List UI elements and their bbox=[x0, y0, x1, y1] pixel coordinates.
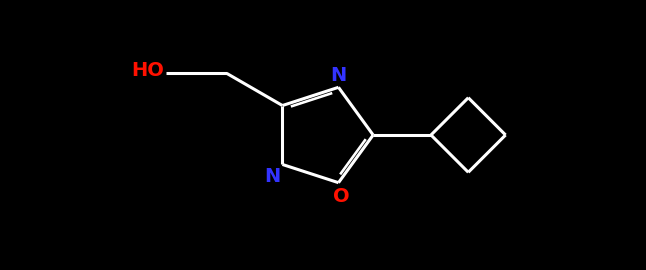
Text: HO: HO bbox=[131, 61, 164, 80]
Text: N: N bbox=[265, 167, 281, 185]
Text: O: O bbox=[333, 187, 350, 206]
Text: N: N bbox=[330, 66, 347, 85]
